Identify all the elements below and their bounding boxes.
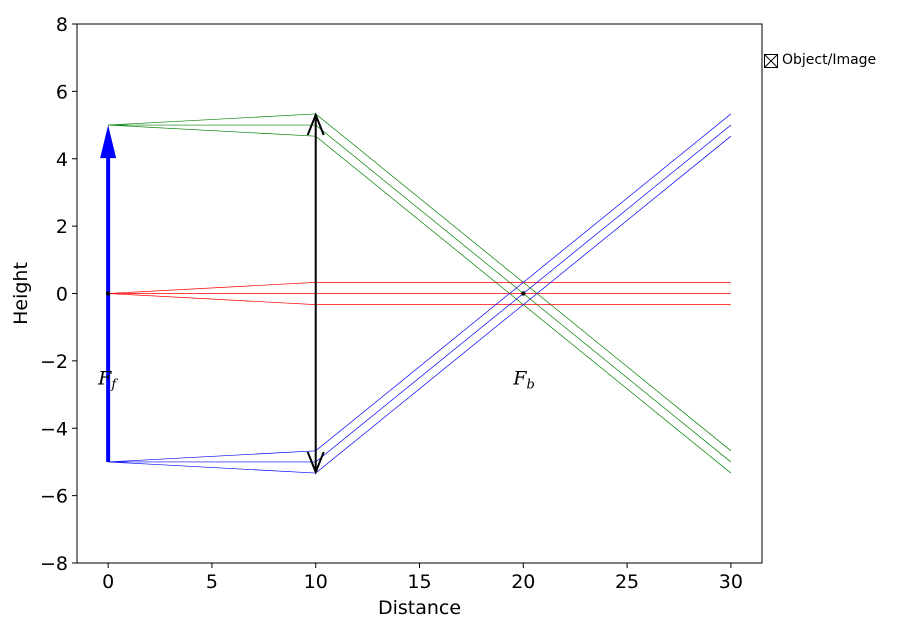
ray-line: [108, 282, 731, 294]
y-tick-label: 2: [56, 216, 68, 238]
y-tick-label: 0: [56, 284, 68, 306]
x-tick-label: 20: [511, 571, 535, 593]
focal-point-label: Fb: [512, 368, 535, 393]
x-axis-title: Distance: [378, 597, 461, 619]
x-tick-label: 25: [615, 571, 639, 593]
ray-line: [108, 113, 732, 463]
focal-point-marker: [105, 291, 111, 296]
y-tick-label: 6: [56, 81, 68, 103]
y-tick-label: 8: [56, 14, 68, 36]
y-tick-label: 4: [56, 149, 68, 171]
y-tick-label: −2: [40, 351, 68, 373]
focal-point-label: Ff: [97, 368, 118, 393]
rays-layer: [108, 113, 732, 474]
y-axis-ticks: 8 6 4 2 0 −2 −4 −6 −8: [40, 14, 77, 575]
x-axis-ticks: 0 5 10 15 20 25 30: [102, 563, 743, 593]
legend: Object/Image: [764, 52, 876, 68]
legend-label: Object/Image: [782, 52, 877, 68]
lens-bottom-arrowhead: [306, 451, 325, 475]
legend-marker-icon: [764, 53, 778, 68]
ray-line: [108, 293, 731, 305]
x-tick-label: 15: [407, 571, 431, 593]
x-tick-label: 0: [102, 571, 114, 593]
x-tick-label: 5: [206, 571, 218, 593]
focal-point-marker: [521, 291, 526, 296]
ray-line: [108, 124, 732, 474]
lens-top-arrowhead: [306, 112, 325, 136]
lens-layer: [306, 112, 325, 475]
x-tick-label: 10: [304, 571, 328, 593]
y-tick-label: −6: [40, 486, 68, 508]
object-layer: [100, 125, 117, 462]
object-arrow-head: [100, 125, 117, 159]
y-tick-label: −8: [40, 553, 68, 575]
y-axis-title: Height: [10, 262, 32, 325]
y-tick-label: −4: [40, 418, 68, 440]
x-tick-label: 30: [719, 571, 743, 593]
